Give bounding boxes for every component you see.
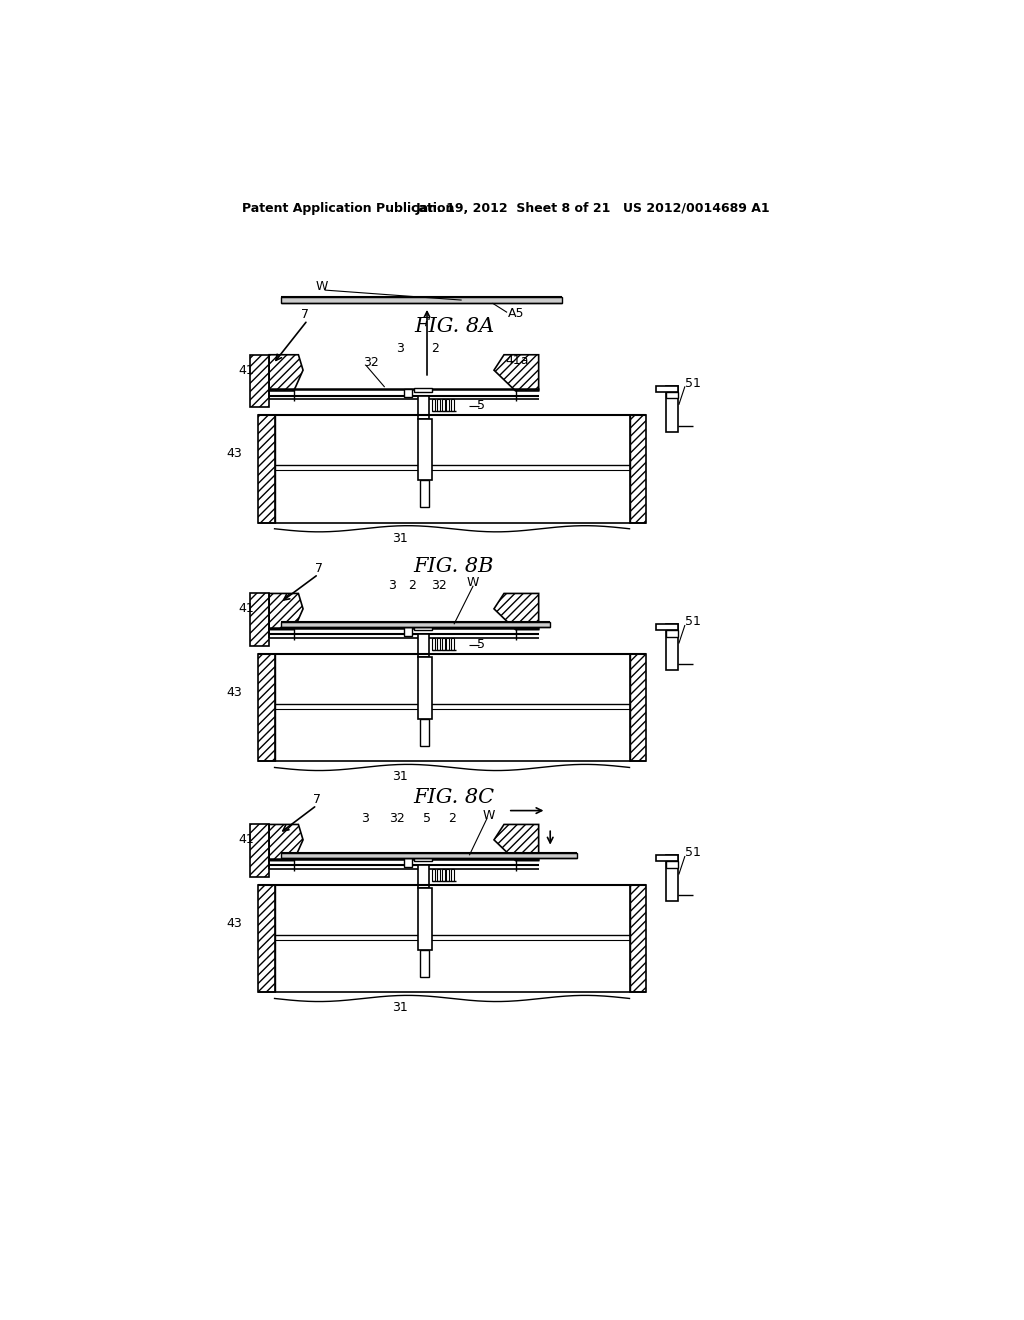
Text: 41: 41 xyxy=(238,602,254,615)
Bar xyxy=(656,624,678,631)
Bar xyxy=(418,418,432,480)
Bar xyxy=(666,392,678,397)
Bar xyxy=(666,385,678,432)
Text: 31: 31 xyxy=(392,770,408,783)
Bar xyxy=(281,853,578,858)
Bar xyxy=(281,622,550,627)
Bar xyxy=(258,653,274,762)
Bar xyxy=(414,627,432,631)
Bar xyxy=(420,719,429,746)
Polygon shape xyxy=(269,825,303,861)
Text: 32: 32 xyxy=(389,812,404,825)
Bar xyxy=(420,950,429,977)
Bar xyxy=(451,400,454,411)
Bar xyxy=(437,869,440,880)
Bar xyxy=(258,414,274,523)
Text: 51: 51 xyxy=(685,376,700,389)
Text: 7: 7 xyxy=(301,308,309,321)
Text: 2: 2 xyxy=(431,342,438,355)
Text: FIG. 8C: FIG. 8C xyxy=(414,788,495,807)
Bar xyxy=(250,825,269,876)
Text: 7: 7 xyxy=(313,793,322,807)
Text: 51: 51 xyxy=(685,615,700,628)
Bar xyxy=(432,400,435,411)
Polygon shape xyxy=(494,594,539,630)
Bar xyxy=(432,869,435,880)
Bar xyxy=(451,638,454,649)
Bar xyxy=(441,400,444,411)
Bar xyxy=(656,855,678,862)
Bar xyxy=(403,627,412,636)
Polygon shape xyxy=(494,355,539,391)
Bar xyxy=(446,400,450,411)
Bar xyxy=(630,653,646,762)
Bar xyxy=(418,396,429,418)
Text: 3: 3 xyxy=(396,342,404,355)
Text: 43: 43 xyxy=(226,916,243,929)
Polygon shape xyxy=(494,825,539,861)
Text: 2: 2 xyxy=(449,812,457,825)
Bar xyxy=(418,635,429,657)
Text: US 2012/0014689 A1: US 2012/0014689 A1 xyxy=(624,202,770,215)
Bar xyxy=(441,638,444,649)
Polygon shape xyxy=(269,594,303,630)
Bar xyxy=(258,884,274,993)
Bar xyxy=(666,862,678,867)
Bar xyxy=(666,855,678,902)
Text: 32: 32 xyxy=(431,579,446,593)
Bar xyxy=(432,638,435,649)
Text: 31: 31 xyxy=(392,532,408,545)
Bar xyxy=(630,884,646,993)
Text: 31: 31 xyxy=(392,1001,408,1014)
Text: 41: 41 xyxy=(238,833,254,846)
Bar xyxy=(414,388,432,392)
Text: FIG. 8A: FIG. 8A xyxy=(414,317,495,335)
Bar xyxy=(437,638,440,649)
Text: 41: 41 xyxy=(238,363,254,376)
Text: 3: 3 xyxy=(388,579,396,593)
Text: 5: 5 xyxy=(423,812,431,825)
Text: 43: 43 xyxy=(226,446,243,459)
Bar xyxy=(630,414,646,523)
Text: A5: A5 xyxy=(508,308,524,321)
Text: 41a: 41a xyxy=(506,354,529,367)
Text: 43: 43 xyxy=(226,685,243,698)
Bar xyxy=(414,858,432,862)
Bar xyxy=(656,385,678,392)
Bar xyxy=(418,657,432,719)
Bar xyxy=(437,400,440,411)
Bar xyxy=(441,869,444,880)
Bar xyxy=(420,480,429,507)
Bar xyxy=(666,631,678,636)
Text: W: W xyxy=(315,280,328,293)
Bar xyxy=(446,869,450,880)
Text: W: W xyxy=(467,576,479,589)
Bar xyxy=(666,624,678,671)
Text: 3: 3 xyxy=(360,812,369,825)
Text: 2: 2 xyxy=(408,579,416,593)
Text: W: W xyxy=(482,809,495,822)
Bar xyxy=(403,858,412,867)
Bar xyxy=(418,888,432,950)
Bar xyxy=(250,594,269,645)
Text: FIG. 8B: FIG. 8B xyxy=(414,557,495,576)
Text: Jan. 19, 2012  Sheet 8 of 21: Jan. 19, 2012 Sheet 8 of 21 xyxy=(416,202,611,215)
Bar xyxy=(451,869,454,880)
Bar xyxy=(281,297,562,304)
Bar xyxy=(403,388,412,397)
Bar xyxy=(446,638,450,649)
Text: Patent Application Publication: Patent Application Publication xyxy=(243,202,455,215)
Text: 5: 5 xyxy=(477,638,485,651)
Text: 51: 51 xyxy=(685,846,700,859)
Text: 32: 32 xyxy=(364,356,379,370)
Bar xyxy=(418,866,429,888)
Text: 7: 7 xyxy=(315,562,324,576)
Polygon shape xyxy=(269,355,303,391)
Bar xyxy=(250,355,269,407)
Text: 5: 5 xyxy=(477,399,485,412)
